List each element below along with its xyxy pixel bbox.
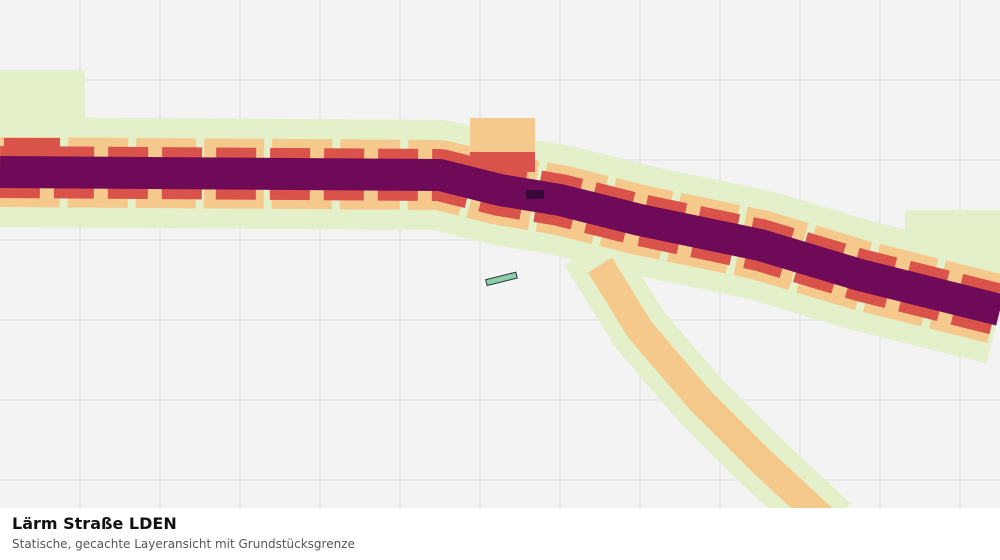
info-panel: Lärm Straße LDEN Statische, gecachte Lay… — [0, 508, 1000, 560]
layer-subtitle: Statische, gecachte Layeransicht mit Gru… — [12, 537, 355, 551]
noise-zone-mid — [588, 257, 840, 536]
layer-title: Lärm Straße LDEN — [12, 514, 177, 533]
parcel-boundary — [485, 271, 518, 287]
noise-hotspot — [526, 190, 544, 199]
noise-layer — [0, 70, 1000, 547]
noise-zone-max — [0, 156, 1000, 326]
